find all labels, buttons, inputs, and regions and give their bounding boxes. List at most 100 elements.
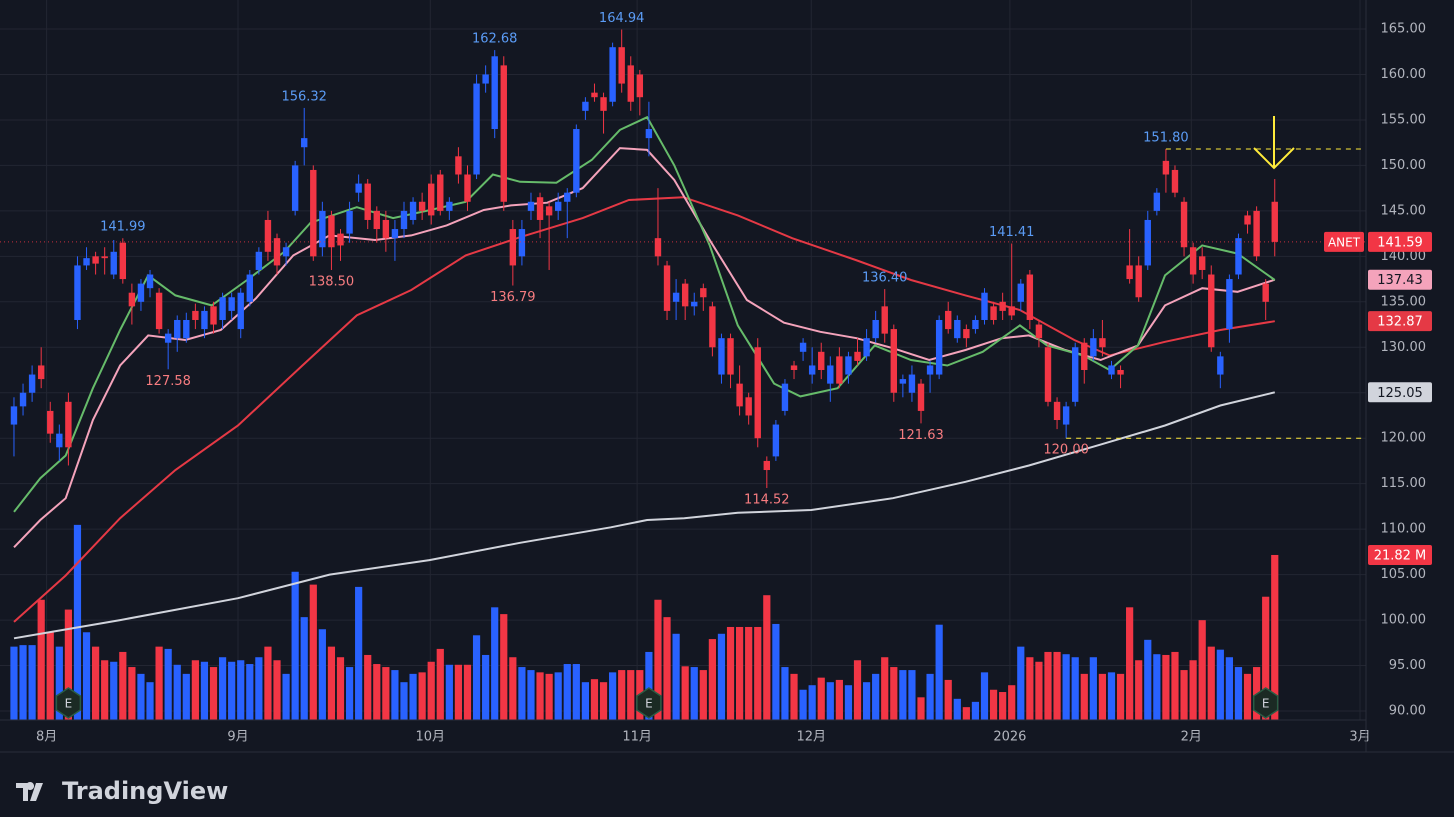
candle-body — [1253, 210, 1260, 257]
volume-bar — [717, 633, 726, 720]
candle-body — [37, 365, 45, 380]
candle-body — [700, 288, 707, 298]
ma-price-tag: 132.87 — [1377, 315, 1423, 330]
volume-bar — [1225, 657, 1233, 720]
moving-averages — [13, 115, 1276, 640]
candle-body — [301, 138, 308, 148]
y-tick-label: 120.00 — [1381, 431, 1427, 446]
volume-bar — [1062, 654, 1070, 720]
volume-bar — [1035, 661, 1043, 720]
volume-bar — [609, 672, 617, 720]
candle-body — [808, 365, 816, 375]
volume-bar — [1189, 660, 1197, 720]
candle-body — [926, 365, 934, 375]
candle-body — [745, 397, 752, 416]
earnings-label: E — [65, 697, 73, 711]
candle-body — [228, 297, 235, 311]
candle-body — [836, 356, 843, 384]
volume-bar — [645, 651, 653, 720]
candle-body — [482, 74, 489, 84]
y-tick-label: 160.00 — [1381, 67, 1427, 82]
candle-body — [854, 351, 861, 361]
volume-bar — [355, 586, 363, 720]
volume-bar — [46, 632, 54, 720]
candle-body — [373, 210, 380, 230]
candle-body — [863, 338, 870, 357]
volume-bar — [1089, 657, 1097, 720]
candle-body — [273, 238, 281, 266]
volume-bar — [735, 626, 744, 720]
last-price-tag-box — [1368, 231, 1432, 252]
volume-bar — [926, 673, 934, 720]
brand: TradingView — [62, 777, 228, 805]
candle-body — [1271, 201, 1278, 242]
volume-bar — [944, 679, 952, 720]
volume-bar — [409, 673, 417, 720]
ma-price-tag-box — [1368, 311, 1432, 332]
candle-body — [183, 319, 190, 339]
volume-bar — [1216, 649, 1224, 720]
candle-body — [554, 201, 562, 211]
candle-body — [845, 356, 852, 375]
volume-bar — [128, 667, 136, 720]
x-tick-label: 12月 — [796, 730, 826, 745]
candle-body — [627, 65, 634, 102]
volume-bar — [853, 660, 862, 720]
symbol-tag-box — [1324, 231, 1364, 252]
volume-bar — [264, 646, 272, 720]
volume-bar — [572, 664, 580, 720]
candle-body — [192, 310, 199, 320]
volume-bar — [881, 657, 889, 720]
candle-body — [455, 156, 462, 175]
extreme-label: 141.41 — [989, 225, 1035, 240]
volume-bar — [581, 682, 590, 720]
candle-body — [754, 347, 761, 439]
candle-body — [1090, 338, 1097, 357]
candle-body — [473, 83, 480, 175]
y-tick-label: 135.00 — [1381, 294, 1427, 309]
candle-body — [1162, 160, 1170, 175]
candle-body — [237, 292, 244, 330]
candle-body — [255, 251, 263, 270]
volume-bar — [1271, 554, 1279, 720]
candle-body — [337, 233, 344, 246]
candle-body — [1235, 238, 1242, 275]
candle-body — [310, 169, 317, 257]
candle-body — [391, 229, 399, 239]
candle-body — [1180, 201, 1188, 248]
candles — [10, 29, 1278, 489]
volume-bar — [509, 657, 517, 720]
volume-bar — [872, 673, 880, 720]
candle-body — [101, 256, 108, 259]
volume-bar — [781, 667, 789, 720]
y-tick-label: 105.00 — [1381, 567, 1427, 582]
volume-bar — [1053, 651, 1061, 720]
y-tick-label: 90.00 — [1389, 703, 1426, 718]
volume-bar — [790, 673, 798, 720]
volume-bar — [1071, 657, 1079, 720]
candle-body — [28, 374, 36, 393]
candle-body — [1117, 370, 1124, 375]
volume-bar — [527, 670, 535, 720]
volume-bar — [491, 607, 499, 720]
candle-body — [264, 219, 272, 252]
candle-body — [400, 210, 408, 230]
candle-body — [382, 219, 390, 239]
candle-body — [672, 292, 680, 302]
volume-bar — [282, 673, 290, 720]
volume-bar — [228, 661, 236, 720]
candle-body — [1099, 338, 1106, 348]
volume-bar — [137, 673, 145, 720]
y-tick-label: 165.00 — [1381, 22, 1427, 37]
volume-bar — [772, 623, 780, 720]
moving-average-line — [13, 391, 1276, 640]
volume-bar — [155, 646, 163, 720]
signal-arrow — [1253, 116, 1295, 170]
candle-body — [609, 47, 616, 102]
volume-bar — [826, 682, 834, 720]
extreme-label: 162.68 — [472, 32, 518, 47]
overlays: 141.99 156.32 162.68 164.94 136.40 141.41 151.… — [0, 11, 1366, 719]
candle-body — [464, 174, 471, 202]
x-tick-label: 9月 — [227, 730, 248, 745]
extreme-label: 156.32 — [281, 89, 327, 104]
